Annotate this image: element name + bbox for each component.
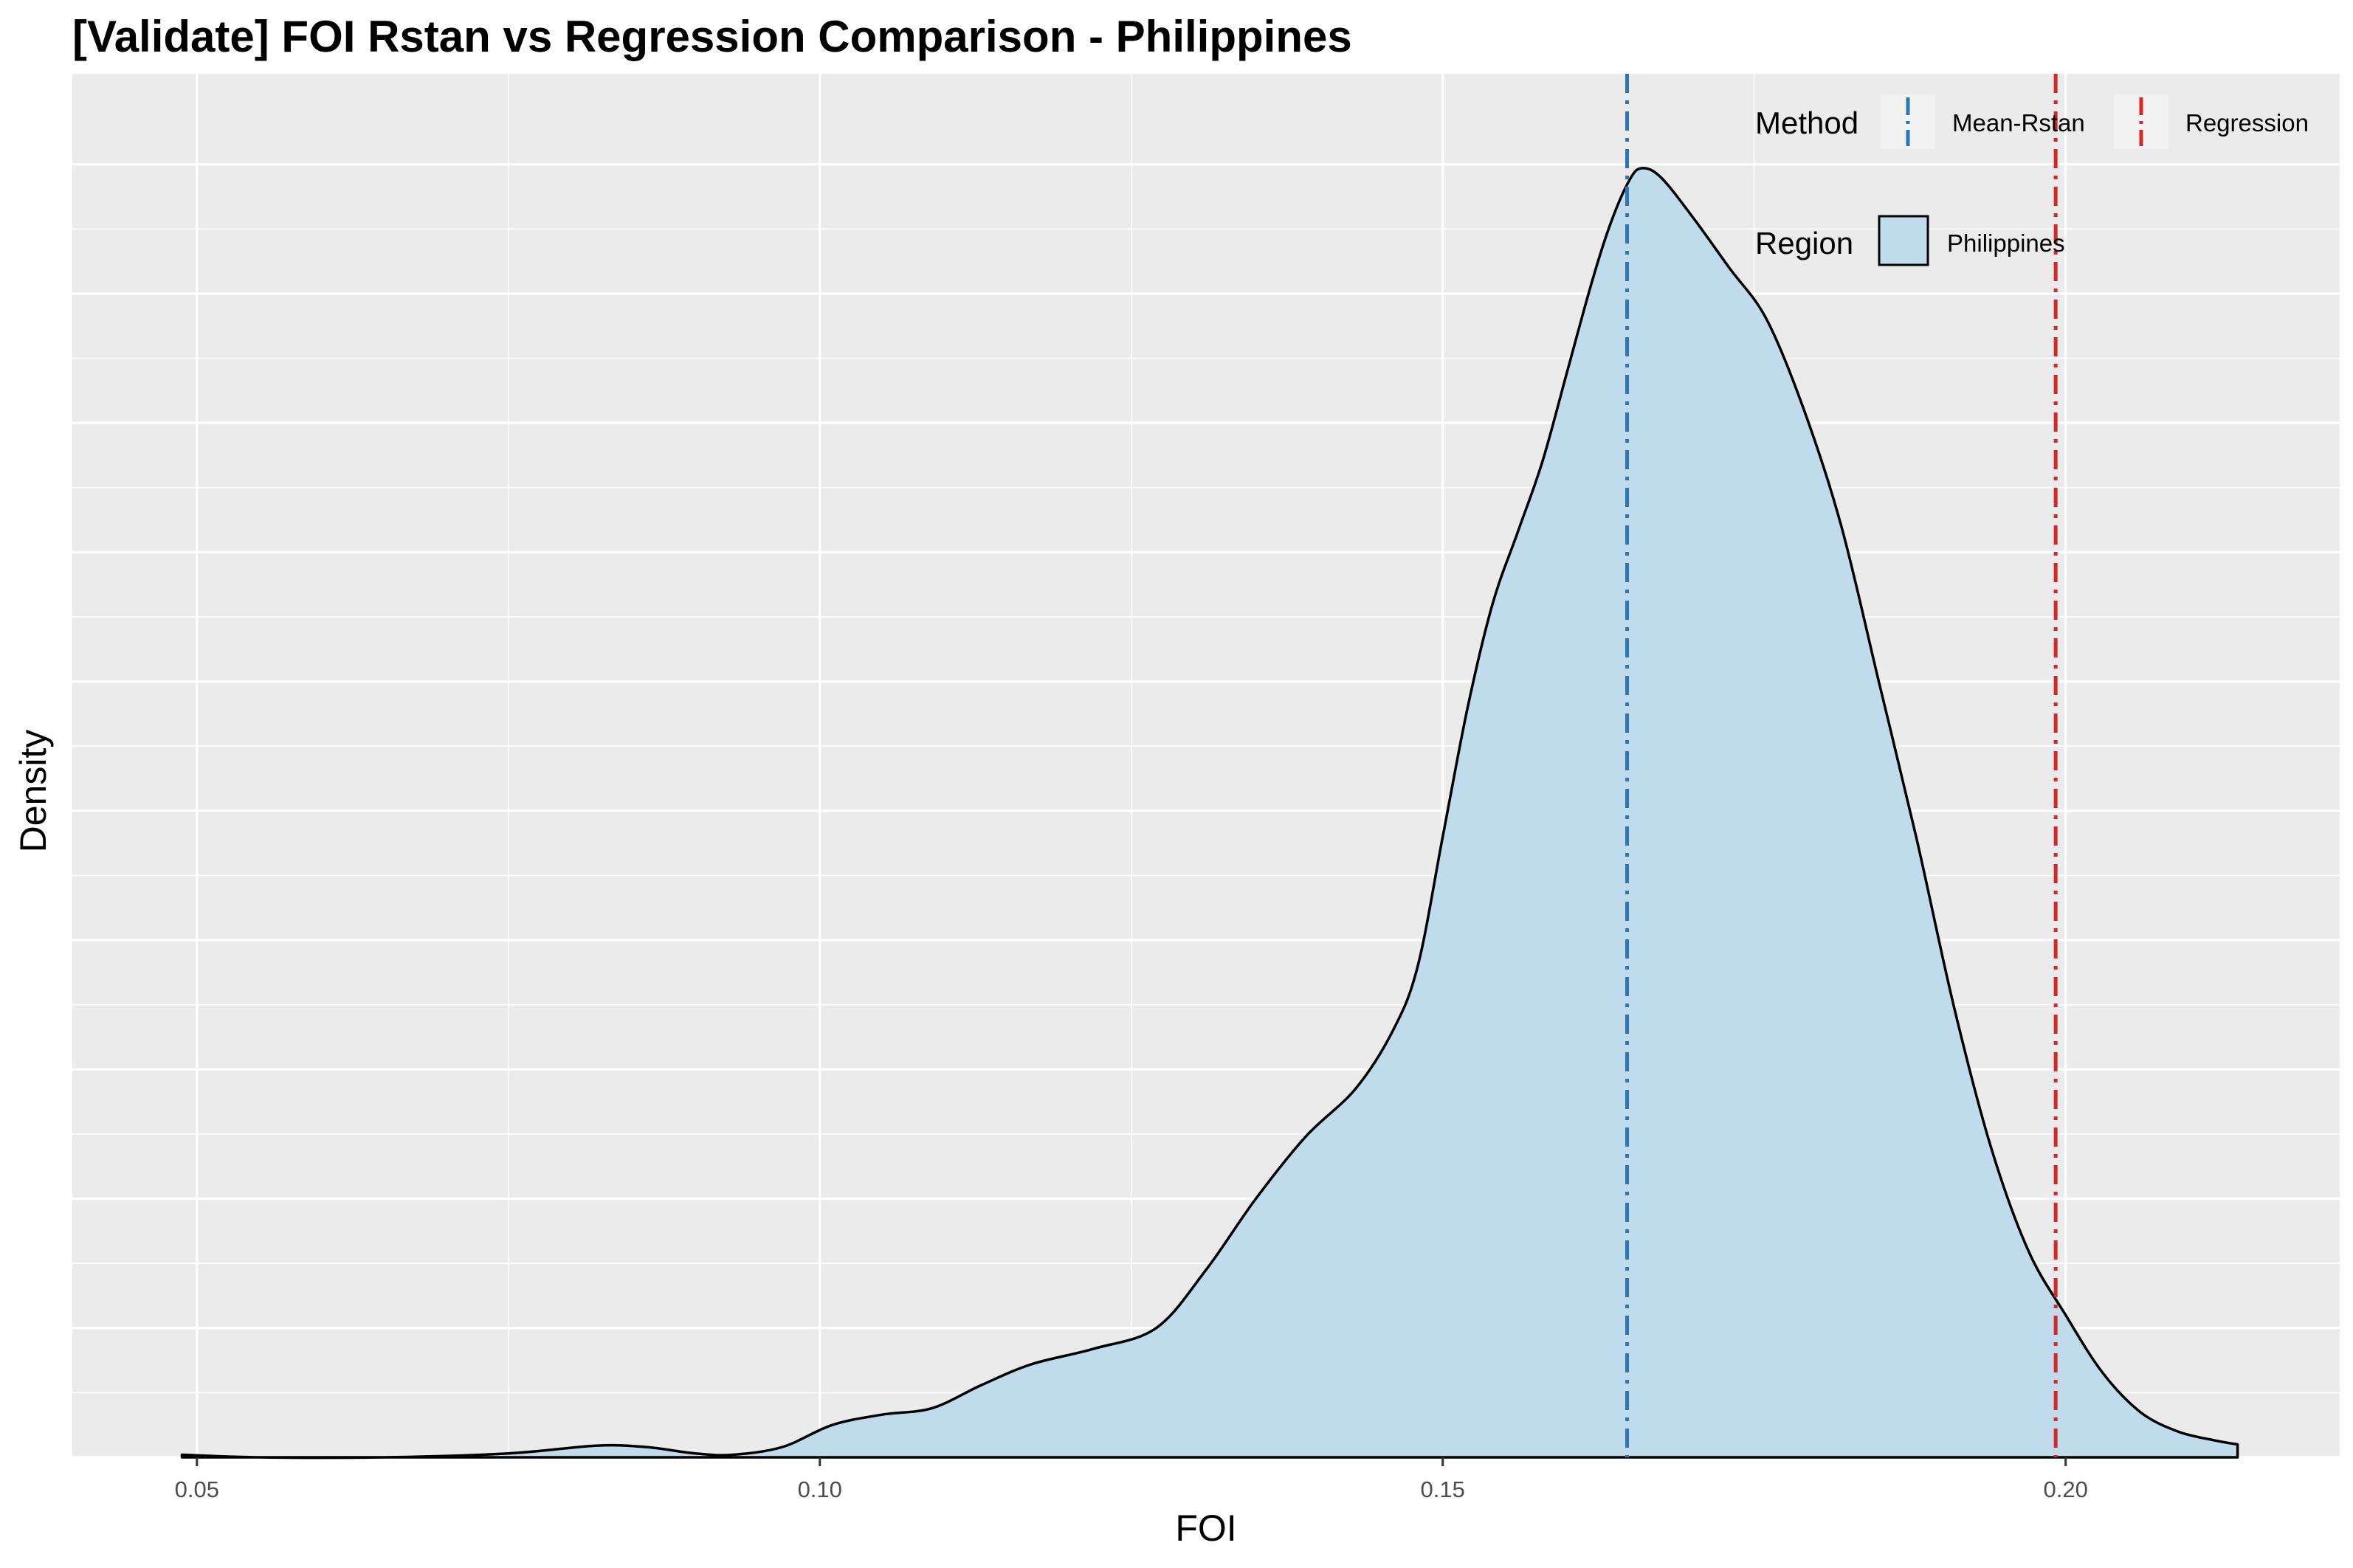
density-layer	[180, 167, 2239, 1460]
legend-swatch-philippines	[1878, 215, 1929, 266]
legend-label-regression: Regression	[2185, 109, 2309, 137]
x-tick-label: 0.15	[1421, 1477, 1465, 1502]
legend-item-philippines: Philippines	[1878, 215, 2065, 266]
x-tick-label: 0.20	[2043, 1477, 2087, 1502]
legend: Method Mean-Rstan Regression Region Phil…	[1755, 94, 2309, 266]
vline-layer	[1625, 74, 2058, 1457]
legend-region-title: Region	[1755, 226, 1853, 260]
x-axis-title: FOI	[1175, 1507, 1236, 1549]
x-axis-ticks: 0.05 0.10 0.15 0.20	[175, 1457, 2088, 1502]
legend-item-mean-rstan: Mean-Rstan	[1881, 94, 2085, 149]
x-tick-label: 0.05	[175, 1477, 219, 1502]
y-axis-title: Density	[13, 730, 54, 853]
chart-title: [Validate] FOI Rstan vs Regression Compa…	[72, 12, 1352, 61]
grid-minor	[72, 74, 2340, 1457]
x-tick-label: 0.10	[798, 1477, 842, 1502]
legend-item-regression: Regression	[2114, 94, 2309, 149]
legend-label-mean-rstan: Mean-Rstan	[1952, 109, 2085, 137]
legend-method-title: Method	[1755, 106, 1858, 140]
density-area-philippines	[180, 167, 2239, 1460]
legend-label-philippines: Philippines	[1947, 229, 2065, 257]
